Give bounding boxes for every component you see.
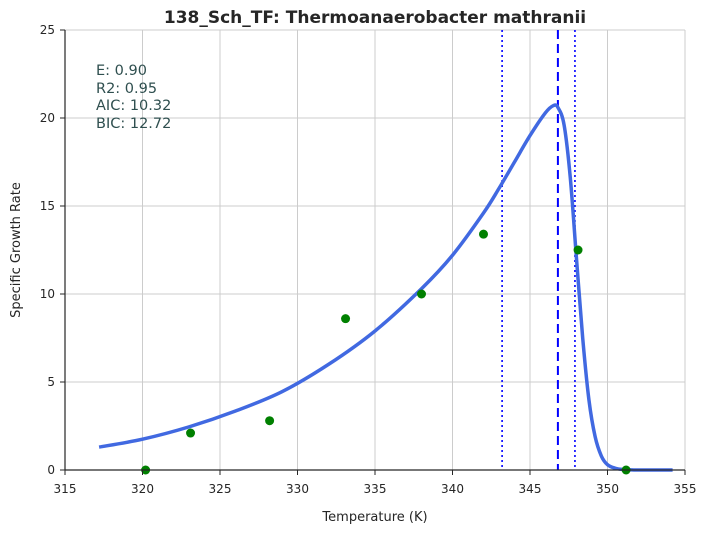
y-tick-label: 10 bbox=[40, 287, 55, 301]
y-tick-label: 25 bbox=[40, 23, 55, 37]
data-point bbox=[417, 289, 426, 299]
y-axis-ticks: 0 5 10 15 20 25 bbox=[40, 23, 65, 477]
data-point bbox=[479, 229, 488, 239]
chart-title: 138_Sch_TF: Thermoanaerobacter mathranii bbox=[164, 8, 586, 28]
fitted-curve bbox=[98, 103, 673, 472]
data-point bbox=[265, 416, 275, 426]
y-axis-label: Specific Growth Rate bbox=[9, 182, 24, 318]
x-tick-label: 345 bbox=[519, 482, 542, 496]
reference-lines bbox=[501, 30, 576, 470]
stat-e: E: 0.90 bbox=[96, 63, 147, 79]
x-axis-ticks: 315 320 325 330 335 340 345 350 355 bbox=[54, 470, 697, 496]
x-tick-label: 325 bbox=[209, 482, 232, 496]
x-tick-label: 340 bbox=[441, 482, 464, 496]
x-tick-label: 335 bbox=[364, 482, 387, 496]
y-tick-label: 20 bbox=[40, 111, 55, 125]
x-tick-label: 315 bbox=[54, 482, 77, 496]
fit-statistics: E: 0.90 R2: 0.95 AIC: 10.32 BIC: 12.72 bbox=[96, 63, 171, 132]
x-tick-label: 320 bbox=[131, 482, 154, 496]
fitted-curve-layer bbox=[98, 103, 673, 472]
stat-bic: BIC: 12.72 bbox=[96, 116, 171, 132]
x-tick-label: 330 bbox=[286, 482, 309, 496]
data-point bbox=[573, 245, 583, 255]
y-tick-label: 0 bbox=[47, 463, 55, 477]
y-tick-label: 5 bbox=[47, 375, 55, 389]
data-point bbox=[186, 428, 196, 438]
y-tick-label: 15 bbox=[40, 199, 55, 213]
x-tick-label: 350 bbox=[596, 482, 619, 496]
grid bbox=[64, 29, 686, 471]
data-point bbox=[341, 314, 351, 324]
x-axis-label: Temperature (K) bbox=[321, 510, 427, 525]
x-tick-label: 355 bbox=[674, 482, 697, 496]
stat-r2: R2: 0.95 bbox=[96, 81, 157, 97]
stat-aic: AIC: 10.32 bbox=[96, 98, 171, 114]
